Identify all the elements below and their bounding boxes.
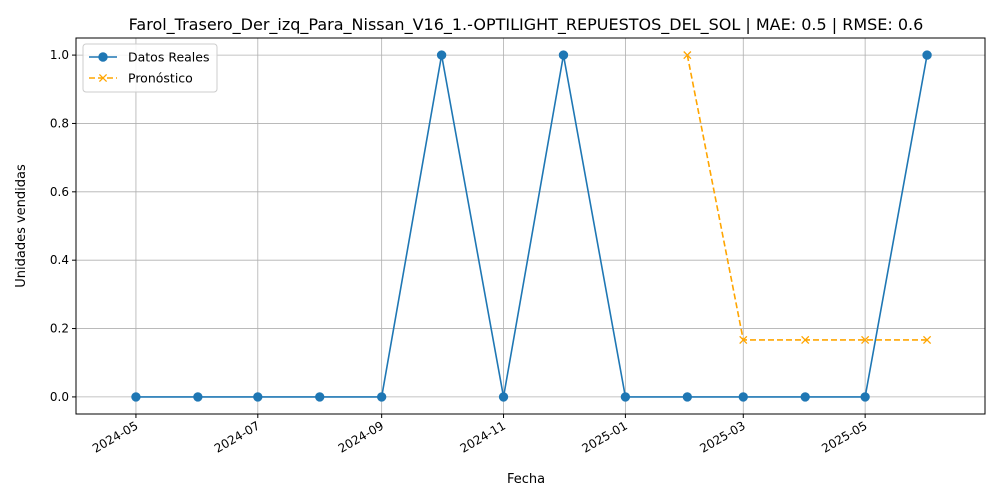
grid-lines: [76, 38, 985, 414]
y-tick-label: 0.4: [50, 253, 69, 267]
plot-frame: [75, 37, 986, 415]
legend-marker: [98, 52, 108, 62]
data-point-datos-reales: [376, 392, 387, 402]
x-tick-label: 2025-03: [697, 418, 747, 455]
series-line-datos-reales: [135, 54, 928, 398]
legend-item: Datos Reales: [89, 50, 209, 65]
data-point-datos-reales: [498, 392, 509, 402]
data-point-datos-reales: [253, 392, 263, 402]
x-tick-label: 2025-05: [819, 418, 869, 455]
y-tick-label: 0.2: [50, 322, 69, 336]
series-datos-reales: [131, 50, 932, 402]
chart-title: Farol_Trasero_Der_izq_Para_Nissan_V16_1.…: [129, 15, 924, 35]
legend-item: Pronóstico: [89, 71, 193, 86]
data-point-pronostico: [923, 335, 932, 344]
y-axis-ticks: 0.0 0.2 0.4 0.6 0.8 1.0: [50, 48, 76, 404]
legend-marker: [98, 73, 108, 83]
series-pronostico: [683, 51, 932, 344]
y-tick-label: 0.6: [50, 185, 69, 199]
x-tick-label: 2024-05: [90, 418, 140, 455]
x-tick-label: 2024-09: [336, 418, 386, 455]
series-layer: [131, 50, 932, 402]
data-point-pronostico: [861, 335, 870, 344]
x-tick-label: 2025-01: [579, 418, 629, 455]
data-point-datos-reales: [620, 392, 631, 402]
data-point-datos-reales: [800, 392, 810, 402]
y-tick-label: 0.0: [50, 390, 69, 404]
data-point-pronostico: [801, 335, 810, 344]
x-tick-label: 2024-07: [212, 418, 262, 455]
x-axis-label: Fecha: [507, 472, 545, 487]
legend-label: Pronóstico: [128, 71, 193, 86]
series-line-pronostico: [686, 54, 928, 341]
data-point-datos-reales: [436, 50, 447, 60]
legend-label: Datos Reales: [128, 50, 209, 65]
legend-box: [82, 43, 218, 93]
data-point-datos-reales: [558, 50, 569, 60]
data-point-datos-reales: [738, 392, 748, 402]
data-point-datos-reales: [131, 392, 141, 402]
data-point-pronostico: [739, 335, 748, 344]
y-tick-label: 0.8: [50, 116, 69, 130]
y-axis-label: Unidades vendidas: [14, 164, 29, 288]
x-axis-ticks: 2024-05 2024-07 2024-09 2024-11 2025-01 2025-…: [90, 414, 870, 456]
data-point-datos-reales: [922, 50, 932, 60]
data-point-datos-reales: [860, 392, 870, 402]
legend: Datos Reales Pronóstico: [82, 43, 218, 93]
data-point-datos-reales: [682, 392, 693, 402]
y-tick-label: 1.0: [50, 48, 69, 62]
x-tick-label: 2024-11: [458, 418, 508, 455]
data-point-pronostico: [683, 51, 692, 60]
data-point-datos-reales: [315, 392, 325, 402]
data-point-datos-reales: [193, 392, 203, 402]
